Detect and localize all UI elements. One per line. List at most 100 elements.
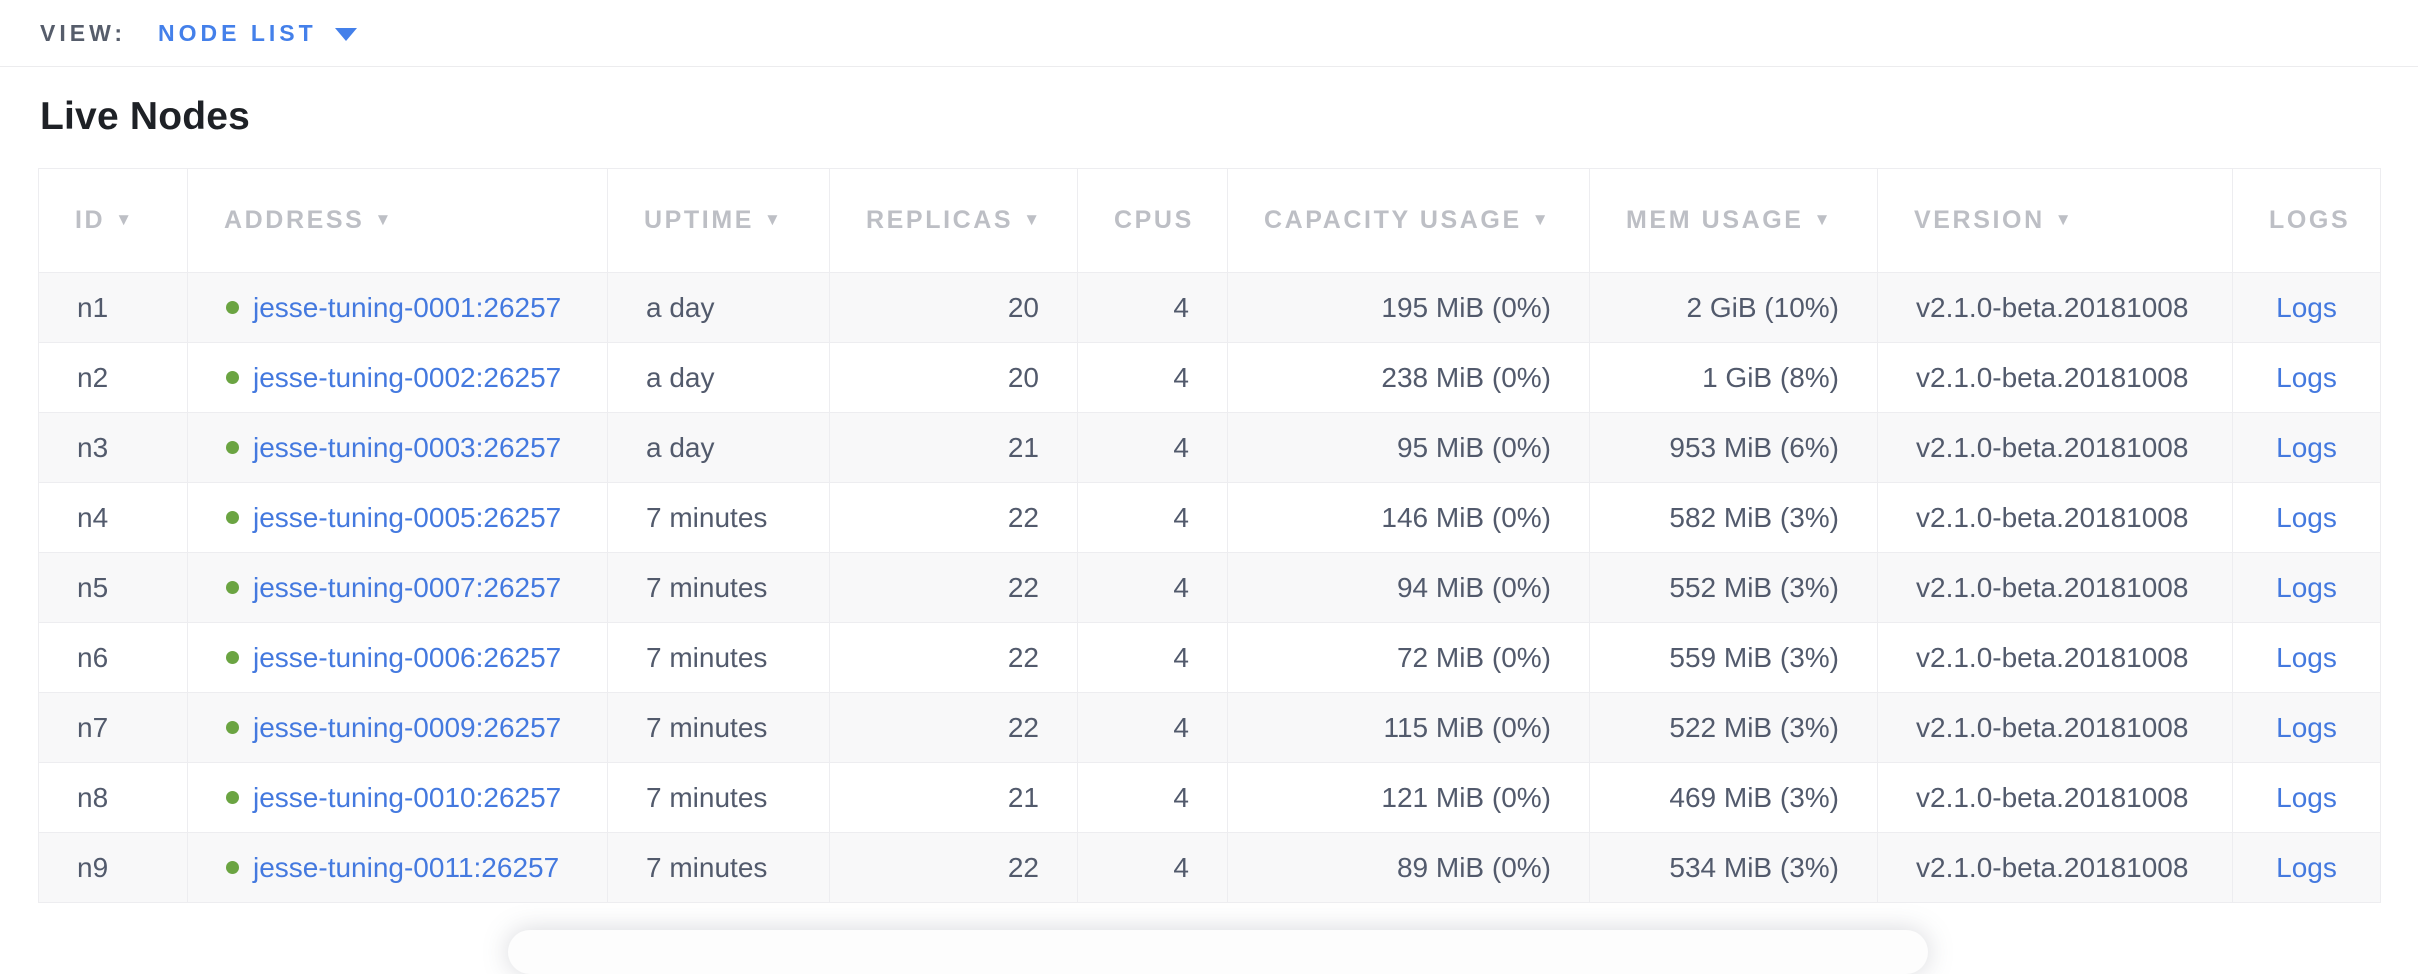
cell-logs: Logs	[2232, 762, 2381, 833]
cell-id: n6	[38, 622, 188, 693]
node-address-link[interactable]: jesse-tuning-0010:26257	[253, 781, 562, 813]
cell-address: jesse-tuning-0001:26257	[187, 272, 608, 343]
column-header-capacity[interactable]: CAPACITY USAGE ▼	[1227, 168, 1590, 273]
cell-cpus: 4	[1077, 342, 1228, 413]
live-status-icon	[226, 370, 239, 384]
logs-link[interactable]: Logs	[2276, 851, 2337, 883]
column-label: VERSION	[1914, 206, 2045, 234]
cell-logs: Logs	[2232, 692, 2381, 763]
cell-id: n1	[38, 272, 188, 343]
table-row: n6 jesse-tuning-0006:26257 7 minutes 22 4 72 …	[38, 622, 2381, 693]
node-address-link[interactable]: jesse-tuning-0007:26257	[253, 571, 562, 603]
column-label: LOGS	[2269, 206, 2351, 234]
table-row: n1 jesse-tuning-0001:26257 a day 20 4 195 MiB…	[38, 272, 2381, 343]
cell-uptime: 7 minutes	[607, 832, 830, 903]
column-header-address[interactable]: ADDRESS ▼	[187, 168, 608, 273]
cell-replicas: 21	[829, 412, 1078, 483]
live-status-icon	[226, 790, 239, 804]
cell-id: n2	[38, 342, 188, 413]
column-header-uptime[interactable]: UPTIME ▼	[607, 168, 830, 273]
cell-id: n4	[38, 482, 188, 553]
sort-arrow-icon: ▼	[374, 210, 394, 229]
cell-address: jesse-tuning-0010:26257	[187, 762, 608, 833]
cell-mem: 552 MiB (3%)	[1589, 552, 1878, 623]
cell-logs: Logs	[2232, 552, 2381, 623]
node-address-link[interactable]: jesse-tuning-0009:26257	[253, 711, 562, 743]
cell-address: jesse-tuning-0006:26257	[187, 622, 608, 693]
node-address-link[interactable]: jesse-tuning-0001:26257	[253, 291, 562, 323]
column-header-mem[interactable]: MEM USAGE ▼	[1589, 168, 1878, 273]
cell-mem: 2 GiB (10%)	[1589, 272, 1878, 343]
node-address-link[interactable]: jesse-tuning-0003:26257	[253, 431, 562, 463]
logs-link[interactable]: Logs	[2276, 641, 2337, 673]
column-label: REPLICAS	[866, 206, 1014, 234]
cell-version: v2.1.0-beta.20181008	[1877, 622, 2233, 693]
logs-link[interactable]: Logs	[2276, 571, 2337, 603]
cell-mem: 1 GiB (8%)	[1589, 342, 1878, 413]
column-header-version[interactable]: VERSION ▼	[1877, 168, 2233, 273]
cell-replicas: 22	[829, 692, 1078, 763]
cell-uptime: a day	[607, 342, 830, 413]
cell-capacity: 115 MiB (0%)	[1227, 692, 1590, 763]
cell-cpus: 4	[1077, 482, 1228, 553]
cell-logs: Logs	[2232, 622, 2381, 693]
cell-mem: 469 MiB (3%)	[1589, 762, 1878, 833]
cell-id: n8	[38, 762, 188, 833]
cell-cpus: 4	[1077, 622, 1228, 693]
logs-link[interactable]: Logs	[2276, 291, 2337, 323]
cell-cpus: 4	[1077, 692, 1228, 763]
table-row: n3 jesse-tuning-0003:26257 a day 21 4 95 MiB …	[38, 412, 2381, 483]
node-address-link[interactable]: jesse-tuning-0002:26257	[253, 361, 562, 393]
cell-address: jesse-tuning-0009:26257	[187, 692, 608, 763]
cell-cpus: 4	[1077, 272, 1228, 343]
cell-replicas: 22	[829, 832, 1078, 903]
cell-id: n5	[38, 552, 188, 623]
cell-capacity: 146 MiB (0%)	[1227, 482, 1590, 553]
view-selector[interactable]: NODE LIST	[158, 20, 357, 47]
node-address-link[interactable]: jesse-tuning-0005:26257	[253, 501, 562, 533]
live-status-icon	[226, 510, 239, 524]
cell-capacity: 195 MiB (0%)	[1227, 272, 1590, 343]
logs-link[interactable]: Logs	[2276, 431, 2337, 463]
table-body: n1 jesse-tuning-0001:26257 a day 20 4 195 MiB…	[38, 272, 2381, 903]
node-address-link[interactable]: jesse-tuning-0011:26257	[253, 851, 560, 883]
live-status-icon	[226, 650, 239, 664]
logs-link[interactable]: Logs	[2276, 501, 2337, 533]
cell-version: v2.1.0-beta.20181008	[1877, 692, 2233, 763]
cell-mem: 953 MiB (6%)	[1589, 412, 1878, 483]
cell-logs: Logs	[2232, 482, 2381, 553]
column-label: CPUS	[1114, 206, 1194, 234]
logs-link[interactable]: Logs	[2276, 711, 2337, 743]
cell-uptime: 7 minutes	[607, 552, 830, 623]
cell-version: v2.1.0-beta.20181008	[1877, 272, 2233, 343]
table-row: n8 jesse-tuning-0010:26257 7 minutes 21 4 121…	[38, 762, 2381, 833]
logs-link[interactable]: Logs	[2276, 781, 2337, 813]
sort-arrow-icon: ▼	[115, 210, 135, 229]
logs-link[interactable]: Logs	[2276, 361, 2337, 393]
sort-arrow-icon: ▼	[1813, 210, 1834, 229]
cell-capacity: 89 MiB (0%)	[1227, 832, 1590, 903]
node-address-link[interactable]: jesse-tuning-0006:26257	[253, 641, 562, 673]
column-label: CAPACITY USAGE	[1264, 206, 1522, 234]
cell-mem: 534 MiB (3%)	[1589, 832, 1878, 903]
cell-cpus: 4	[1077, 552, 1228, 623]
cell-uptime: 7 minutes	[607, 692, 830, 763]
cell-replicas: 20	[829, 272, 1078, 343]
cell-version: v2.1.0-beta.20181008	[1877, 482, 2233, 553]
table-row: n9 jesse-tuning-0011:26257 7 minutes 22 4 89 …	[38, 832, 2381, 903]
column-header-cpus: CPUS	[1077, 168, 1228, 273]
cell-cpus: 4	[1077, 832, 1228, 903]
table-row: n7 jesse-tuning-0009:26257 7 minutes 22 4 115…	[38, 692, 2381, 763]
column-header-logs: LOGS	[2232, 168, 2381, 273]
cell-address: jesse-tuning-0011:26257	[187, 832, 608, 903]
cell-replicas: 20	[829, 342, 1078, 413]
sort-arrow-icon: ▼	[1531, 210, 1552, 229]
view-selected-value: NODE LIST	[158, 19, 317, 46]
live-status-icon	[226, 720, 239, 734]
cell-logs: Logs	[2232, 832, 2381, 903]
column-header-id[interactable]: ID ▼	[38, 168, 188, 273]
cell-uptime: 7 minutes	[607, 622, 830, 693]
live-status-icon	[226, 300, 239, 314]
column-header-replicas[interactable]: REPLICAS ▼	[829, 168, 1078, 273]
table-row: n2 jesse-tuning-0002:26257 a day 20 4 238 MiB…	[38, 342, 2381, 413]
